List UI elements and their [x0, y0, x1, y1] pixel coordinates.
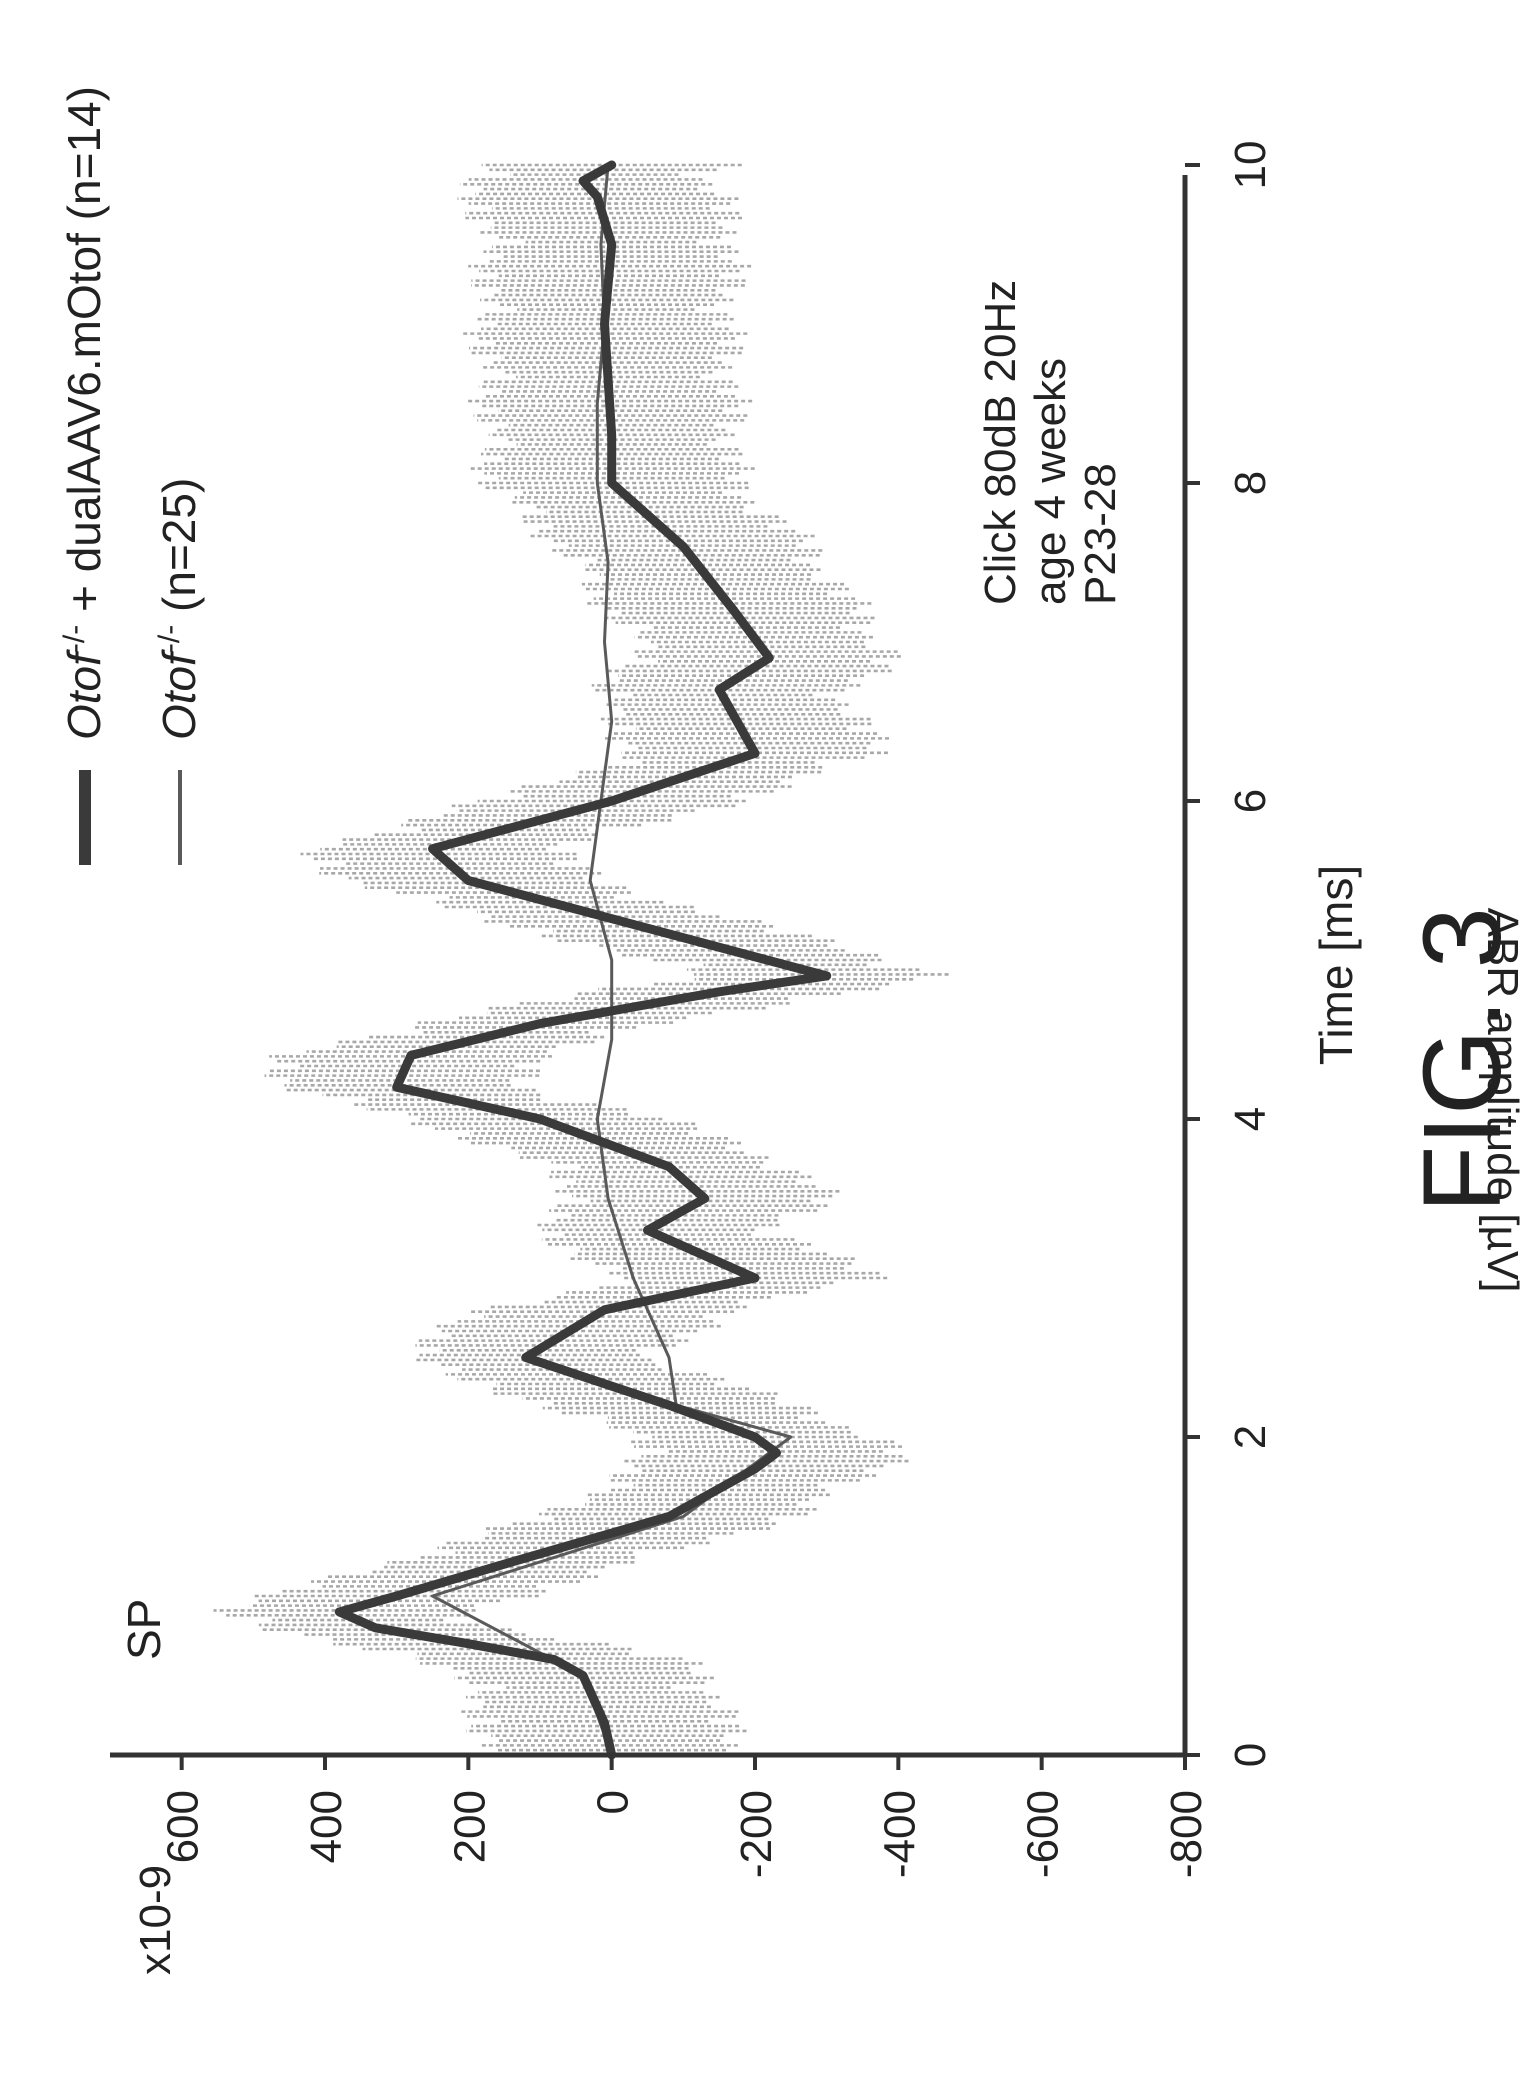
x-tick-label: 8	[1226, 471, 1275, 495]
y-tick-label: -200	[732, 1790, 781, 1878]
y-tick-label: 400	[302, 1790, 351, 1863]
legend-superscript: -/-	[153, 625, 186, 653]
x-tick-group: 0 2 4 6 8 10	[1185, 141, 1275, 1767]
x-tick-label: 6	[1226, 789, 1275, 813]
y-tick-label: -400	[875, 1790, 924, 1878]
y-axis-label: ABR amplitude [µV]	[1478, 908, 1523, 1293]
series-layer	[334, 160, 832, 1760]
annotation-line: age 4 weeks	[1026, 358, 1075, 605]
y-tick-label: -600	[1019, 1790, 1068, 1878]
x-tick-label: 0	[1226, 1743, 1275, 1767]
x-axis-label: Time [ms]	[1310, 865, 1362, 1065]
legend-label-rescued: Otof-/- + dualAAV6.mOtof (n=14)	[58, 86, 110, 740]
y-tick-group: 600 400 200 0 -200 -400 -600 -800	[159, 1755, 1211, 1878]
x-tick-label: 2	[1226, 1425, 1275, 1449]
annotation-line: P23-28	[1076, 463, 1125, 605]
error-band-layer	[213, 163, 949, 1757]
legend-rest: + dualAAV6.mOtof (n=14)	[58, 86, 110, 625]
condition-annotation: Click 80dB 20Hz age 4 weeks P23-28	[976, 280, 1125, 605]
legend-rest: (n=25)	[153, 478, 205, 625]
y-multiplier: x10-9	[131, 1865, 180, 1975]
y-tick-label: 200	[445, 1790, 494, 1863]
panel-label: SP	[118, 1599, 170, 1660]
legend-label-control: Otof-/- (n=25)	[153, 478, 205, 740]
legend-gene: Otof	[58, 649, 110, 740]
series-line-rescued	[334, 160, 832, 1760]
x-tick-label: 10	[1226, 141, 1275, 190]
legend-superscript: -/-	[58, 625, 91, 653]
y-tick-label: 0	[589, 1790, 638, 1814]
annotation-line: Click 80dB 20Hz	[976, 280, 1025, 605]
figure-label: FIG. 3	[1401, 907, 1523, 1213]
y-tick-label: -800	[1162, 1790, 1211, 1878]
legend: Otof-/- + dualAAV6.mOtof (n=14) Otof-/- …	[58, 86, 205, 865]
y-tick-label: 600	[159, 1790, 208, 1863]
legend-gene: Otof	[153, 649, 205, 740]
x-tick-label: 4	[1226, 1107, 1275, 1131]
